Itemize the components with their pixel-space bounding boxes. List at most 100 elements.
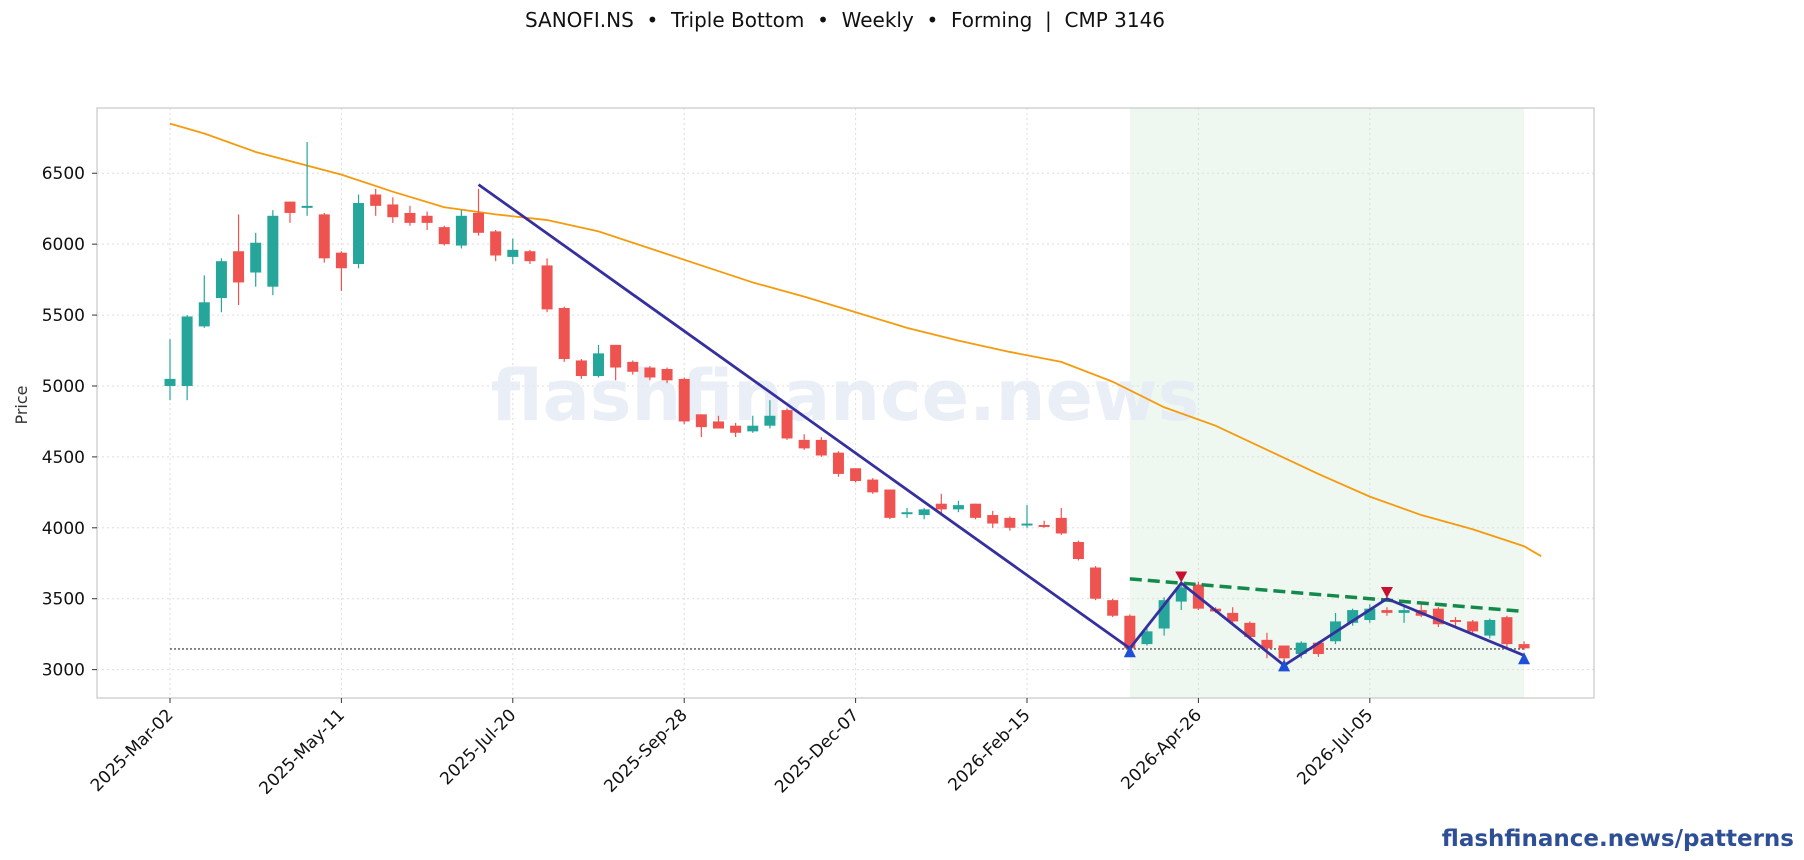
candle-body: [370, 194, 382, 206]
candle-body: [1450, 619, 1461, 622]
candle-body: [1347, 610, 1359, 623]
candle-body: [284, 201, 296, 213]
candle-body: [1312, 642, 1324, 655]
candle-body: [387, 204, 399, 218]
y-tick-label: 6500: [42, 164, 85, 184]
candle-body: [1158, 600, 1170, 629]
candle-body: [747, 425, 759, 432]
y-axis-label: Price: [12, 385, 31, 424]
y-tick-label: 6000: [42, 235, 85, 255]
candle-body: [473, 212, 485, 233]
candle-body: [490, 231, 502, 256]
candle-body: [233, 251, 245, 283]
y-tick-label: 4500: [42, 448, 85, 468]
candle-body: [301, 205, 313, 208]
chart-title: SANOFI.NS • Triple Bottom • Weekly • For…: [524, 8, 1166, 32]
candle-body: [1072, 541, 1084, 560]
trough-marker: [1278, 659, 1291, 672]
candle-body: [644, 367, 656, 378]
candle-body: [1432, 608, 1444, 625]
candle-body: [1278, 645, 1290, 659]
x-tick-label: 2026-Apr-26: [1117, 705, 1205, 793]
candle-body: [678, 378, 690, 422]
candle-body: [335, 252, 347, 269]
candle-body: [1295, 642, 1307, 655]
candle-body: [1501, 617, 1513, 645]
candle-body: [267, 215, 279, 287]
candle-body: [1124, 615, 1136, 649]
x-tick-label: 2025-May-11: [256, 705, 349, 798]
candle-body: [181, 316, 193, 386]
pattern-line: [477, 183, 1525, 668]
candle-body: [987, 515, 999, 524]
candle-body: [353, 203, 365, 265]
candle-body: [610, 344, 622, 368]
candle-body: [318, 214, 330, 259]
candle-body: [215, 261, 227, 299]
candle-body: [524, 251, 536, 262]
candle-body: [661, 368, 673, 381]
candle-body: [593, 353, 604, 377]
candle-body: [712, 421, 724, 429]
candle-body: [404, 212, 416, 223]
x-tick-label: 2025-Sep-28: [600, 705, 691, 796]
candle-body: [575, 360, 587, 377]
candle-body: [764, 415, 776, 426]
candle-body: [798, 439, 810, 449]
peak-marker: [1380, 587, 1393, 599]
candle-body: [850, 468, 862, 482]
candle-body: [815, 439, 827, 456]
x-tick-label: 2026-Jul-05: [1293, 705, 1377, 789]
candle-body: [884, 489, 896, 518]
candle-body: [952, 505, 964, 510]
candle-body: [438, 227, 450, 245]
candle-body: [421, 215, 433, 223]
candle-body: [832, 452, 844, 474]
candle-body: [1055, 517, 1067, 534]
candle-body: [1141, 631, 1153, 645]
candle-body: [730, 425, 742, 433]
candle-body: [558, 307, 570, 360]
candle-body: [1004, 517, 1016, 528]
candle-body: [1484, 619, 1496, 636]
candle-body: [455, 215, 467, 246]
candle-body: [627, 361, 639, 372]
candle-body: [198, 302, 210, 327]
candle-body: [1021, 523, 1033, 526]
y-tick-label: 5000: [42, 377, 85, 397]
x-tick-label: 2025-Jul-20: [436, 705, 520, 789]
candle-body: [1381, 610, 1393, 613]
candle-body: [1261, 639, 1273, 649]
plot-frame: [96, 107, 1595, 699]
candle-body: [1518, 644, 1530, 649]
neckline: [1129, 577, 1525, 614]
candle-body: [1398, 610, 1410, 613]
trough-marker: [1518, 652, 1531, 665]
footer-link[interactable]: flashfinance.news/patterns: [1441, 826, 1794, 852]
candle-body: [1244, 622, 1256, 638]
candle-body: [1227, 612, 1239, 622]
peak-marker: [1175, 571, 1188, 583]
candle-body: [901, 512, 913, 515]
candle-body: [935, 503, 947, 510]
candle-body: [1038, 524, 1050, 527]
candle-body: [507, 249, 519, 257]
moving-average-line: [169, 122, 1542, 557]
candle-body: [918, 509, 930, 516]
x-tick-label: 2026-Feb-15: [945, 705, 1035, 795]
y-tick-label: 5500: [42, 306, 85, 326]
trough-marker: [1123, 645, 1136, 658]
y-tick-label: 4000: [42, 519, 85, 539]
candle-body: [1107, 600, 1119, 616]
y-tick-label: 3500: [42, 590, 85, 610]
candle-body: [867, 479, 879, 493]
y-tick-label: 3000: [42, 661, 85, 681]
candle-body: [1175, 587, 1187, 602]
x-tick-label: 2025-Dec-07: [771, 705, 863, 797]
candle-body: [781, 410, 793, 439]
candle-body: [1364, 608, 1376, 620]
candle-body: [541, 265, 553, 310]
candle-body: [164, 378, 176, 386]
candle-body: [1467, 621, 1479, 632]
